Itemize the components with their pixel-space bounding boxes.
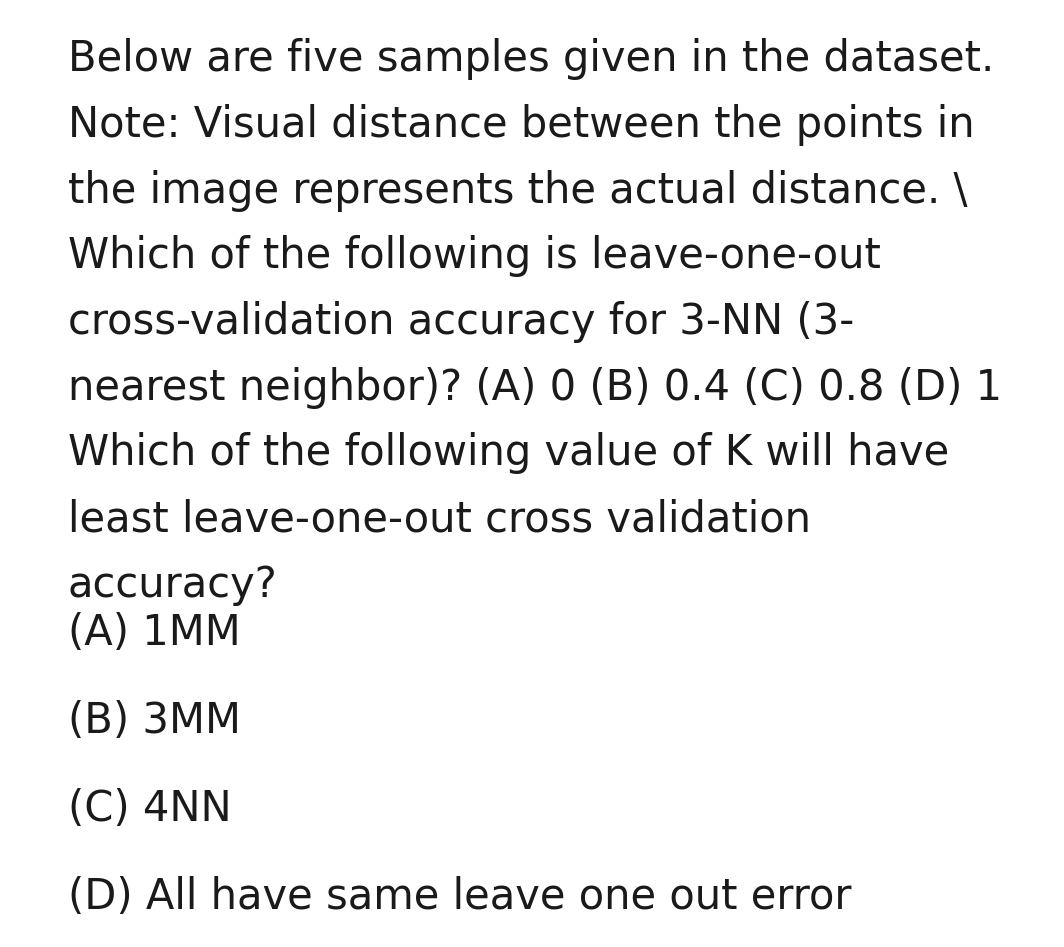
Text: accuracy?: accuracy? xyxy=(68,564,278,606)
Text: (A) 1MM: (A) 1MM xyxy=(68,612,240,654)
Text: (C) 4NN: (C) 4NN xyxy=(68,788,232,830)
Text: Below are five samples given in the dataset.: Below are five samples given in the data… xyxy=(68,38,994,80)
Text: the image represents the actual distance. \: the image represents the actual distance… xyxy=(68,170,967,212)
Text: Note: Visual distance between the points in: Note: Visual distance between the points… xyxy=(68,104,975,146)
Text: least leave-one-out cross validation: least leave-one-out cross validation xyxy=(68,498,811,540)
Text: (D) All have same leave one out error: (D) All have same leave one out error xyxy=(68,876,851,918)
Text: Which of the following value of K will have: Which of the following value of K will h… xyxy=(68,432,949,474)
Text: (B) 3MM: (B) 3MM xyxy=(68,700,242,742)
Text: cross-validation accuracy for 3-NN (3-: cross-validation accuracy for 3-NN (3- xyxy=(68,301,854,343)
Text: nearest neighbor)? (A) 0 (B) 0.4 (C) 0.8 (D) 1: nearest neighbor)? (A) 0 (B) 0.4 (C) 0.8… xyxy=(68,367,1002,409)
Text: Which of the following is leave-one-out: Which of the following is leave-one-out xyxy=(68,235,881,277)
